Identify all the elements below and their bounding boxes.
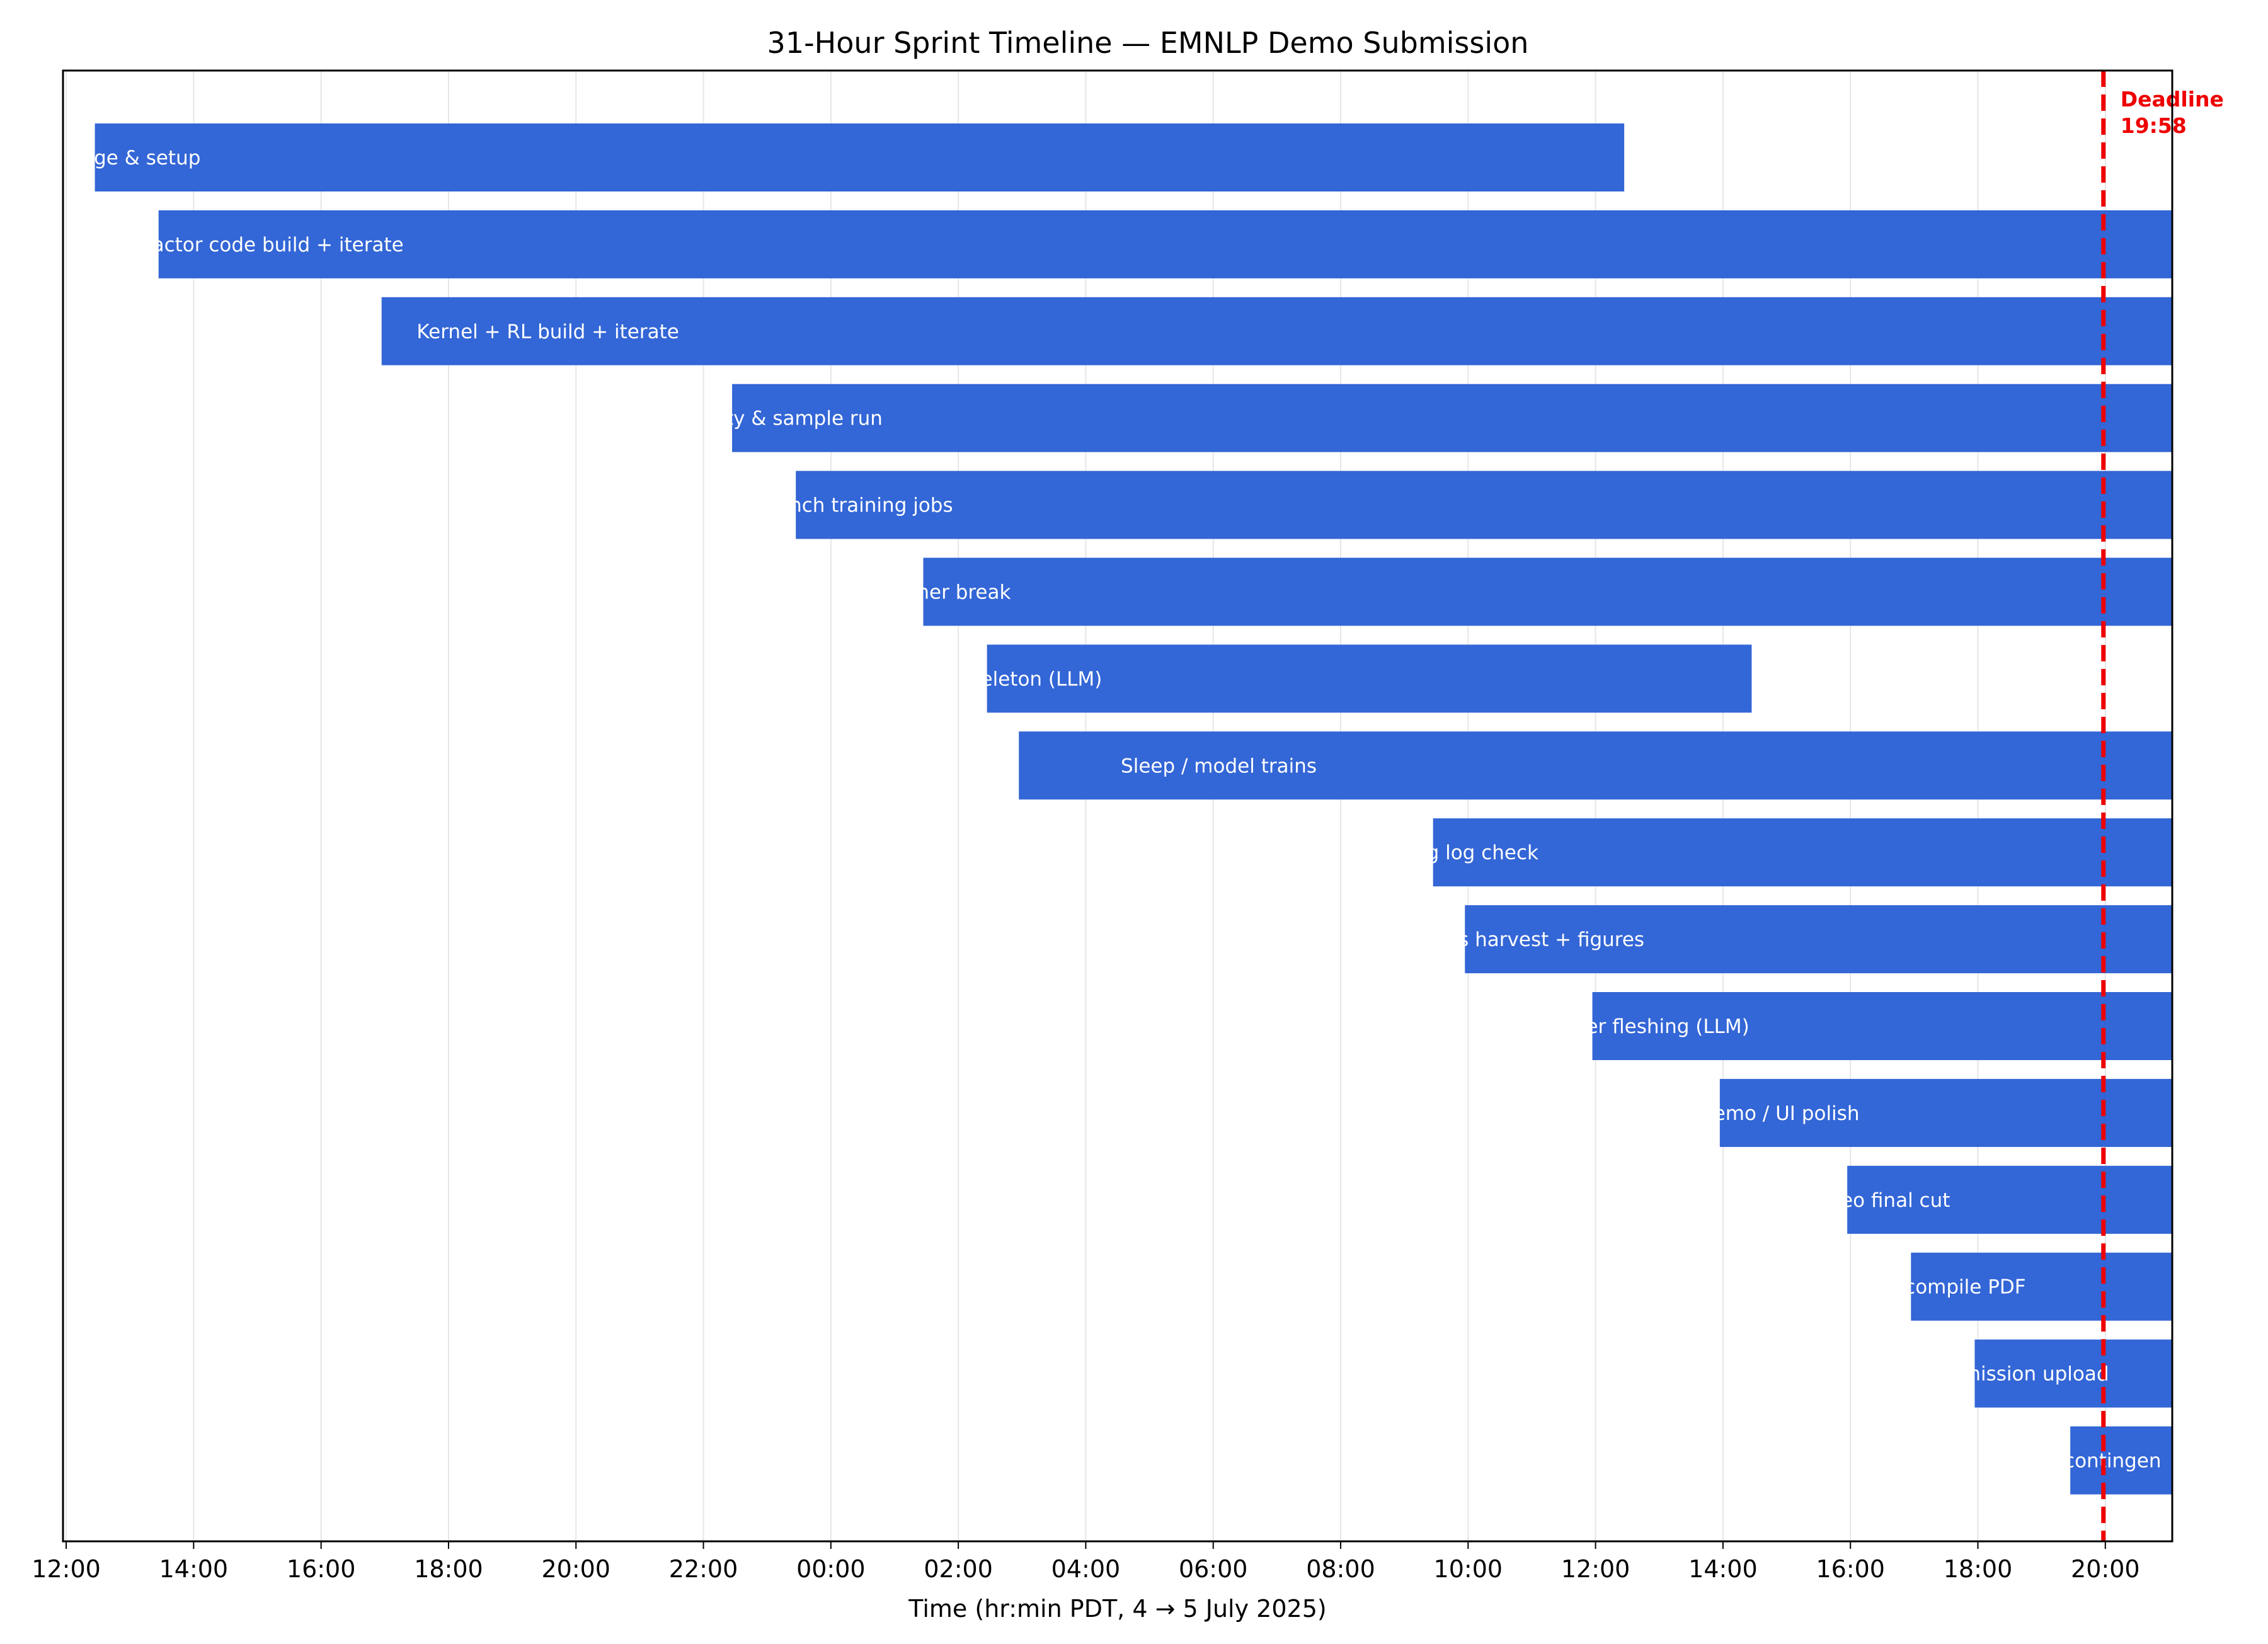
task-label: g log check (1427, 842, 1538, 864)
x-tick-label: 18:00 (414, 1555, 483, 1583)
task-label: ner break (917, 581, 1011, 604)
task-bar (732, 384, 2172, 452)
deadline-time: 19:58 (2121, 113, 2187, 138)
x-tick-label: 12:00 (32, 1555, 101, 1583)
task-label: er fleshing (LLM) (1586, 1015, 1749, 1038)
task-bar (158, 210, 2172, 278)
task-label: compile PDF (1904, 1276, 2025, 1299)
task-bar (1433, 818, 2172, 887)
task-label: Sleep / model trains (1121, 755, 1317, 777)
task-bar (1911, 1252, 2172, 1321)
task-bar (796, 471, 2172, 539)
x-tick-label: 10:00 (1434, 1555, 1503, 1583)
task-bar (987, 644, 1752, 713)
x-tick-label: 18:00 (1944, 1555, 2013, 1583)
task-bar (381, 297, 2172, 365)
task-bar (923, 557, 2172, 626)
task-labels: ige & setup actor code build + iterate Ker… (88, 147, 2161, 1473)
x-tick-label: 20:00 (2071, 1555, 2140, 1583)
task-label: ty & sample run (726, 408, 883, 430)
task-label: nission upload (1968, 1363, 2109, 1386)
task-label: eleton (LLM) (981, 668, 1102, 690)
chart-title: 31-Hour Sprint Timeline — EMNLP Demo Sub… (767, 26, 1529, 60)
x-tick-label: 20:00 (541, 1555, 610, 1583)
task-label: s harvest + figures (1458, 928, 1644, 951)
task-bar (94, 123, 1625, 191)
plot-frame (62, 69, 2174, 1543)
task-bars (94, 123, 2172, 1495)
task-bar (1019, 731, 2172, 800)
x-tick-label: 08:00 (1306, 1555, 1375, 1583)
task-bar (2070, 1426, 2172, 1495)
task-label: Kernel + RL build + iterate (416, 321, 679, 343)
task-bar (1847, 1165, 2172, 1234)
task-label: nch training jobs (789, 494, 953, 517)
x-tick-label: 14:00 (1688, 1555, 1758, 1583)
x-tick-label: 00:00 (796, 1555, 866, 1583)
task-bar (1592, 992, 2172, 1060)
task-label: contingen (2064, 1450, 2161, 1473)
task-label: eo final cut (1841, 1189, 1950, 1212)
x-tick-label: 06:00 (1179, 1555, 1248, 1583)
x-tick-label: 22:00 (669, 1555, 738, 1583)
task-label: actor code build + iterate (152, 234, 404, 256)
task-bar (1719, 1078, 2172, 1147)
x-axis-label: Time (hr:min PDT, 4 → 5 July 2025) (908, 1595, 1326, 1623)
x-tick-label: 12:00 (1561, 1555, 1630, 1583)
x-tick-label: 04:00 (1051, 1555, 1121, 1583)
x-tick-label: 14:00 (159, 1555, 229, 1583)
x-tick-label: 16:00 (287, 1555, 356, 1583)
task-label: emo / UI polish (1714, 1102, 1860, 1125)
task-bar (1465, 905, 2172, 974)
task-label: ige & setup (88, 147, 200, 169)
x-tick-label: 02:00 (924, 1555, 993, 1583)
x-axis-ticks: 12:00 14:00 16:00 18:00 20:00 22:00 00:00 02:00… (32, 1541, 2140, 1583)
task-bar (1974, 1339, 2172, 1408)
x-tick-label: 16:00 (1816, 1555, 1885, 1583)
